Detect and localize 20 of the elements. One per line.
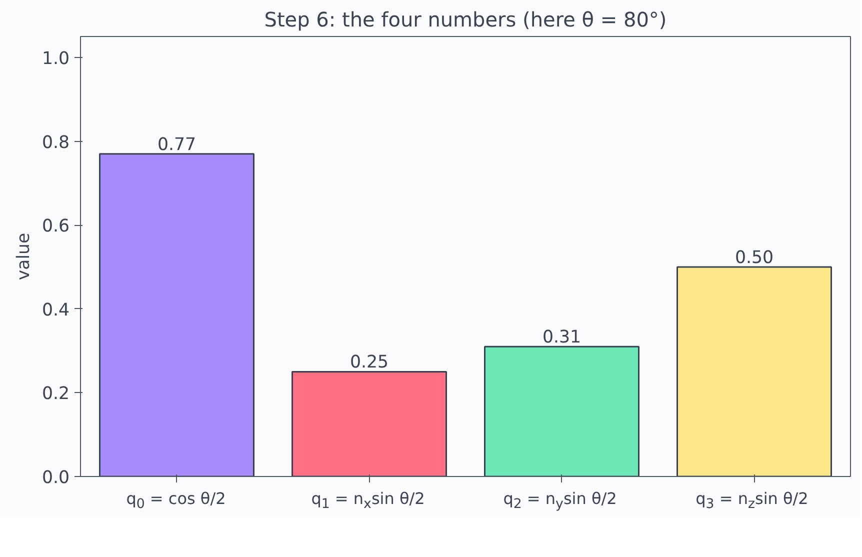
y-tick-label: 0.6 (42, 216, 70, 237)
y-tick-label: 0.4 (42, 300, 70, 320)
bar (99, 153, 254, 476)
x-tick-label: q$_{2}$ = n$_{y}$sin θ/2 (503, 488, 617, 514)
y-tick-label: 1.0 (42, 48, 70, 69)
y-tick-label: 0.2 (42, 384, 70, 404)
data-label: 0.25 (350, 352, 389, 373)
x-tick-label: q$_{3}$ = n$_{z}$sin θ/2 (696, 488, 808, 514)
bar (484, 346, 640, 476)
x-tick-label: q$_{1}$ = n$_{x}$sin θ/2 (311, 488, 425, 514)
y-axis-title: value (14, 232, 34, 280)
bar (676, 266, 832, 476)
data-label: 0.77 (157, 134, 196, 155)
y-tick-label: 0.8 (42, 132, 70, 153)
bar (292, 370, 447, 476)
data-label: 0.50 (734, 248, 774, 268)
chart-title: Step 6: the four numbers (here θ = 80°) (264, 8, 667, 32)
x-tick-label: q$_{0}$ = cos θ/2 (126, 488, 226, 514)
y-tick-label: 0.0 (42, 468, 70, 488)
data-label: 0.31 (542, 328, 582, 348)
